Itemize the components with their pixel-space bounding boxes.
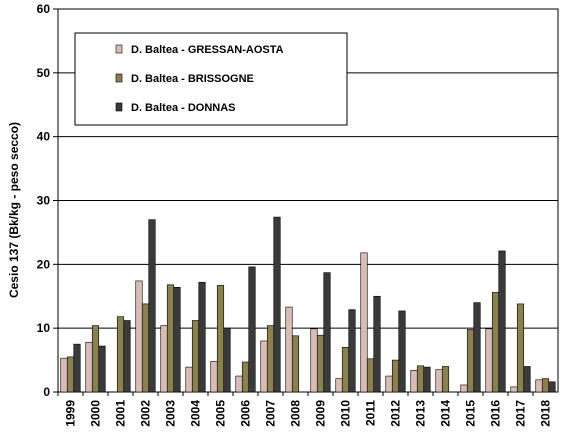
x-tick-label: 2002 [139,400,153,427]
bar-2008-series-1 [285,306,293,393]
bar-2016-series-3 [498,250,506,393]
bar-2015-series-1 [460,384,468,393]
bar-2003-series-1 [160,325,168,393]
bar-2007-series-1 [260,340,268,393]
y-tick-label: 0 [43,385,50,399]
bar-2017-series-3 [523,366,531,393]
y-axis-label: Cesio 137 (Bk/kg - peso secco) [7,122,21,298]
bar-2011-series-2 [366,358,375,393]
y-tick-label: 20 [37,257,51,271]
bar-2005-series-2 [216,285,225,393]
bar-2013-series-3 [423,366,431,393]
bar-2016-series-2 [491,292,500,393]
bar-2015-series-3 [473,302,481,393]
bar-2002-series-3 [148,219,156,393]
bar-2005-series-1 [210,361,218,393]
x-tick-label: 2013 [414,400,428,427]
bar-2006-series-2 [241,361,250,393]
x-tick-label: 2011 [364,400,378,426]
x-tick-label: 2010 [339,400,353,427]
bar-2017-series-2 [516,303,525,393]
x-tick-label: 2000 [89,400,103,427]
bar-2007-series-3 [273,216,281,393]
legend-swatch-2 [115,73,123,83]
bar-2010-series-1 [335,378,343,393]
x-tick-label: 2012 [389,400,403,427]
legend-label-3: D. Baltea - DONNAS [131,102,236,114]
y-tick-label: 40 [37,130,51,144]
bar-2000-series-1 [85,341,93,393]
bar-2006-series-3 [248,266,256,393]
bar-2011-series-3 [373,295,381,393]
axes: 0 10 20 30 40 50 60 1999 2000 2001 2002 2003 2004 200… [37,2,553,427]
y-tick-label: 10 [37,321,51,335]
legend-swatch-3 [115,102,123,112]
bar-2010-series-2 [341,347,350,393]
bar-2003-series-3 [173,287,181,393]
bar-2016-series-1 [485,328,493,393]
bar-2009-series-3 [323,272,331,393]
y-tick-label: 50 [37,66,51,80]
x-tick-label: 2001 [114,400,128,427]
bar-2004-series-3 [198,281,206,393]
bar-2013-series-1 [410,369,418,393]
bar-2003-series-2 [166,284,175,393]
bar-2012-series-2 [391,359,400,393]
x-tick-label: 2004 [189,400,203,427]
bar-2001-series-2 [116,316,125,393]
legend-swatch-1 [115,44,123,54]
bar-2001-series-3 [123,320,131,393]
x-tick-label: 2006 [239,400,253,427]
bar-2014-series-2 [441,366,450,393]
bars [60,216,556,393]
x-tick-label: 2017 [514,400,528,427]
x-tick-label: 2003 [164,400,178,427]
bar-2004-series-1 [185,366,193,393]
x-tick-label: 2014 [439,400,453,427]
bar-2011-series-1 [360,252,368,393]
bar-2007-series-2 [266,325,275,393]
x-tick-label: 2016 [489,400,503,427]
x-tick-label: 2007 [264,400,278,427]
y-tick-label: 30 [37,194,51,208]
bar-2000-series-3 [98,345,106,393]
bar-2018-series-1 [535,379,543,393]
x-tick-label: 2005 [214,400,228,427]
legend-label-2: D. Baltea - BRISSOGNE [131,73,254,85]
x-tick-label: 2015 [464,400,478,427]
bar-1999-series-3 [73,343,81,393]
x-tick-label: 1999 [64,400,78,427]
bar-2013-series-2 [416,365,425,393]
bar-1999-series-2 [66,356,75,393]
bar-2002-series-1 [135,280,143,393]
legend-label-1: D. Baltea - GRESSAN-AOSTA [131,44,284,56]
y-tick-label: 60 [37,2,51,16]
x-tick-label: 2009 [314,400,328,427]
x-tick-label: 2018 [539,400,553,427]
bar-2002-series-2 [141,303,150,393]
bar-2009-series-1 [310,328,318,393]
bar-1999-series-1 [60,357,68,393]
bar-2004-series-2 [191,320,200,393]
bar-2018-series-3 [548,381,556,393]
bar-2015-series-2 [466,329,475,393]
bar-2010-series-3 [348,309,356,393]
bar-2006-series-1 [235,375,243,393]
bar-2012-series-3 [398,310,406,393]
bar-2000-series-2 [91,325,100,393]
bar-2014-series-1 [435,369,443,393]
bar-2017-series-1 [510,386,518,393]
x-tick-label: 2008 [289,400,303,427]
bar-2009-series-2 [316,334,325,393]
bar-2005-series-3 [223,327,231,393]
legend: D. Baltea - GRESSAN-AOSTA D. Baltea - BRI… [74,32,348,126]
bar-2012-series-1 [385,375,393,393]
bar-2018-series-2 [541,378,550,393]
bar-2008-series-2 [291,335,300,393]
